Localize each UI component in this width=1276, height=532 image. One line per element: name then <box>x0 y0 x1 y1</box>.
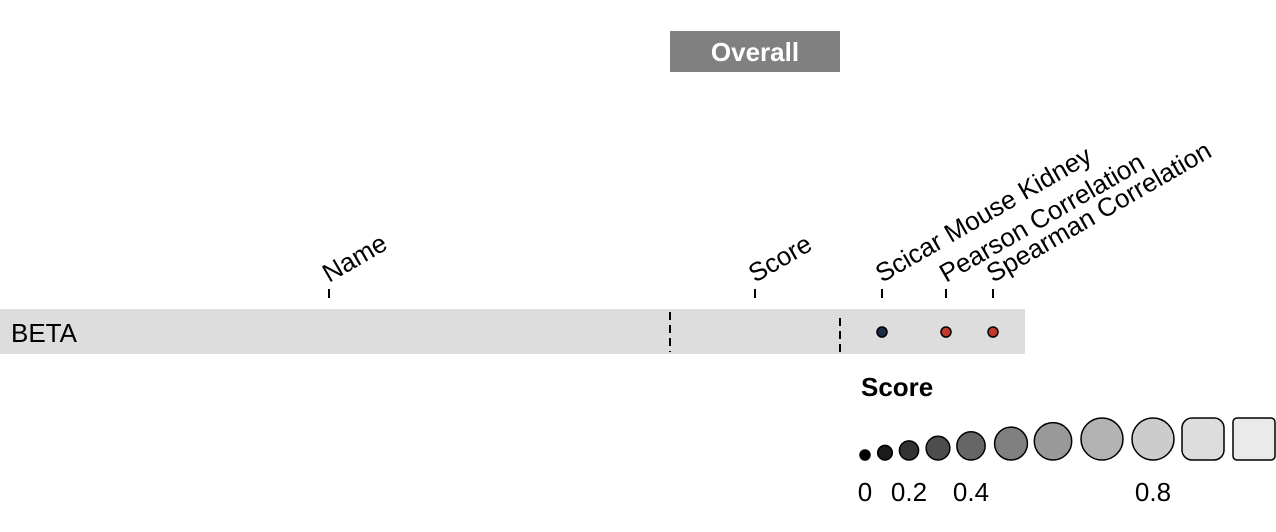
legend-shape-11 <box>1232 417 1276 461</box>
legend-tick-label-1: 0 <box>858 477 872 507</box>
legend-shape-10 <box>1181 417 1225 461</box>
data-point-3 <box>987 326 999 338</box>
legend-shape-1 <box>859 449 871 461</box>
legend-tick-label-4: 0.8 <box>1135 477 1171 507</box>
legend-shape-4 <box>925 435 951 461</box>
legend-shapes <box>859 417 1276 461</box>
legend-shape-7 <box>1033 421 1073 461</box>
data-point-1 <box>876 326 888 338</box>
legend-tick-label-2: 0.2 <box>891 477 927 507</box>
data-point-2 <box>940 326 952 338</box>
column-label-score: Score <box>743 228 817 288</box>
legend-shape-6 <box>993 426 1029 461</box>
legend-title: Score <box>861 372 933 402</box>
table-row-background <box>0 309 1025 354</box>
legend-shape-9 <box>1131 417 1175 461</box>
legend-shape-8 <box>1080 417 1124 461</box>
legend-shape-5 <box>956 430 986 461</box>
legend-tick-label-3: 0.4 <box>953 477 989 507</box>
overall-group-header-box <box>670 31 840 72</box>
legend-shape-2 <box>876 444 894 461</box>
overall-group-header-label: Overall <box>711 37 799 67</box>
legend-ticks: 0 0.2 0.4 0.8 <box>858 477 1171 507</box>
row-name-label: BETA <box>11 318 78 348</box>
legend-shape-3 <box>898 440 920 461</box>
data-points <box>876 326 999 338</box>
column-label-name: Name <box>317 228 392 289</box>
